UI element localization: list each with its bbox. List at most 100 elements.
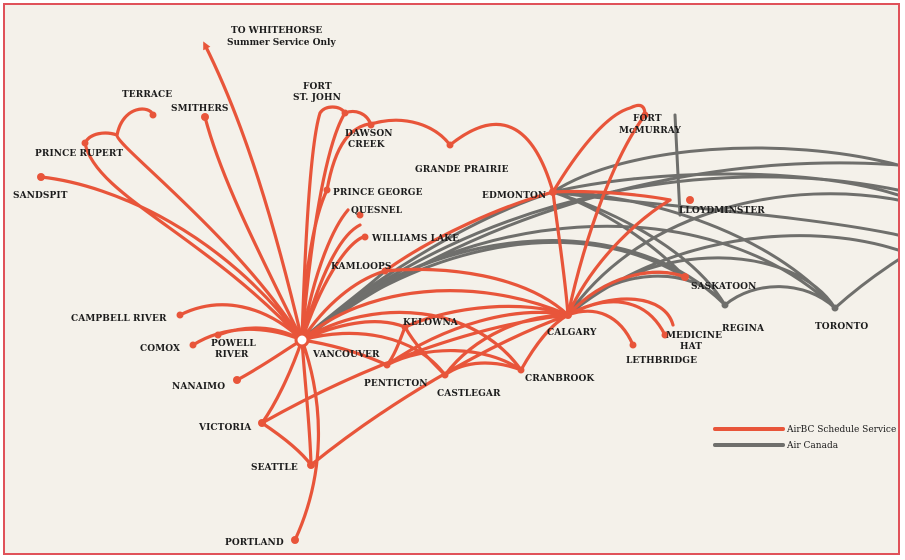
route-cranbrook-calgary — [519, 313, 570, 372]
label-medicine-hat-2: HAT — [680, 342, 702, 352]
route-seattle-calgary — [309, 313, 570, 467]
node-powell-river — [214, 331, 222, 339]
route-map: TO WHITEHORSE Summer Service Only SANDSP… — [13, 26, 898, 548]
route-vancouver-penticton — [300, 338, 389, 367]
label-castlegar: CASTLEGAR — [437, 389, 501, 399]
route-penticton-cranbrook — [385, 348, 523, 372]
label-prince-rupert: PRINCE RUPERT — [35, 149, 123, 159]
label-dawson-creek-2: CREEK — [348, 140, 386, 150]
route-calgary-lloydminster — [566, 198, 672, 317]
node-campbell-river — [176, 311, 184, 319]
label-quesnel: QUESNEL — [351, 206, 403, 216]
label-fort-mcmurray-1: FORT — [633, 114, 662, 124]
city-nodes — [37, 109, 694, 544]
whitehorse-note-line2: Summer Service Only — [227, 38, 336, 48]
label-dawson-creek-1: DAWSON — [345, 129, 393, 139]
label-comox: COMOX — [140, 344, 180, 354]
label-victoria: VICTORIA — [198, 423, 252, 433]
route-vancouver-fort-st-john — [300, 105, 347, 342]
route-vancouver-dawson-creek — [300, 109, 373, 342]
route-calgary-saskatoon — [566, 270, 687, 317]
label-lethbridge: LETHBRIDGE — [626, 356, 697, 366]
route-edmonton-fort-mcmurray — [551, 103, 647, 194]
label-penticton: PENTICTON — [364, 379, 428, 389]
node-dawson-creek — [367, 121, 375, 129]
node-saskatoon — [681, 273, 689, 281]
route-vancouver-portland — [293, 338, 321, 542]
label-campbell-river: CAMPBELL RIVER — [71, 314, 167, 324]
node-seattle — [307, 461, 315, 469]
node-calgary — [564, 311, 572, 319]
node-vancouver-hub — [294, 332, 310, 348]
node-quesnel — [356, 211, 364, 219]
node-nanaimo — [233, 376, 241, 384]
node-comox — [189, 341, 197, 349]
route-vancouver-williams-lake — [300, 235, 365, 342]
label-powell-river-1: POWELL — [211, 339, 256, 349]
node-castlegar — [441, 371, 449, 379]
ac-route-fort-mcmurray-link — [673, 113, 682, 217]
route-prince-george-grande-prairie — [325, 118, 452, 192]
route-calgary-edmonton — [551, 190, 570, 317]
label-lloydminster: LLOYDMINSTER — [679, 206, 765, 216]
legend-aircanada-label: Air Canada — [786, 441, 839, 451]
route-victoria-seattle — [260, 421, 313, 467]
route-grande-prairie-edmonton — [448, 122, 555, 194]
node-penticton — [383, 361, 391, 369]
node-lloydminster — [686, 196, 694, 204]
route-calgary-fort-mcmurray — [566, 113, 647, 317]
node-terrace — [149, 111, 157, 119]
route-vancouver-kamloops — [300, 269, 387, 342]
ac-route-edmonton-east-3 — [551, 190, 898, 237]
node-sandspit — [37, 173, 45, 181]
node-kelowna — [401, 323, 409, 331]
label-prince-george: PRINCE GEORGE — [333, 188, 423, 198]
label-calgary: CALGARY — [547, 328, 597, 338]
route-vancouver-calgary — [300, 289, 570, 342]
label-sandspit: SANDSPIT — [13, 191, 68, 201]
label-terrace: TERRACE — [122, 90, 172, 100]
node-prince-rupert — [81, 139, 89, 147]
route-calgary-medicine-hat-b — [566, 297, 675, 327]
label-cranbrook: CRANBROOK — [525, 374, 595, 384]
label-williams-lake: WILLIAMS LAKE — [371, 234, 459, 244]
node-regina — [721, 301, 729, 309]
label-smithers: SMITHERS — [171, 104, 229, 114]
ac-route-edmonton-east-2 — [551, 172, 898, 197]
route-vancouver-victoria — [260, 338, 304, 425]
air-canada-nodes — [721, 301, 839, 312]
route-kelowna-calgary — [403, 304, 570, 329]
label-toronto: TORONTO — [815, 322, 868, 332]
node-portland — [291, 536, 299, 544]
node-lethbridge — [629, 341, 637, 349]
node-cranbrook — [517, 366, 525, 374]
label-edmonton: EDMONTON — [482, 191, 546, 201]
node-fort-mcmurray — [641, 111, 649, 119]
route-edmonton-lloydminster — [551, 189, 672, 202]
label-powell-river-2: RIVER — [215, 350, 249, 360]
route-vancouver-whitehorse — [203, 41, 304, 342]
route-vancouver-quesnel — [300, 208, 350, 342]
node-smithers — [201, 113, 209, 121]
ac-route-toronto-east — [833, 258, 898, 310]
label-fort-st-john-1: FORT — [303, 82, 332, 92]
node-williams-lake — [361, 233, 369, 241]
route-kamloops-calgary — [383, 267, 570, 317]
label-kamloops: KAMLOOPS — [331, 262, 391, 272]
ac-route-calgary-east-1 — [566, 192, 898, 317]
label-kelowna: KELOWNA — [403, 318, 459, 328]
route-castlegar-cranbrook — [443, 361, 523, 377]
whitehorse-note-line1: TO WHITEHORSE — [231, 26, 322, 36]
label-fort-mcmurray-2: McMURRAY — [619, 126, 681, 136]
city-labels: SANDSPIT PRINCE RUPERT TERRACE SMITHERS … — [13, 82, 868, 548]
route-vancouver-prince-rupert — [83, 131, 304, 342]
label-regina: REGINA — [722, 324, 765, 334]
node-medicine-hat — [661, 331, 669, 339]
label-fort-st-john-2: ST. JOHN — [293, 93, 341, 103]
node-fort-st-john — [341, 109, 349, 117]
ac-route-vancouver-east-2 — [300, 161, 898, 342]
label-seattle: SEATTLE — [251, 463, 298, 473]
route-vancouver-smithers — [203, 115, 304, 342]
route-vancouver-terrace — [115, 107, 304, 342]
node-edmonton — [549, 188, 557, 196]
